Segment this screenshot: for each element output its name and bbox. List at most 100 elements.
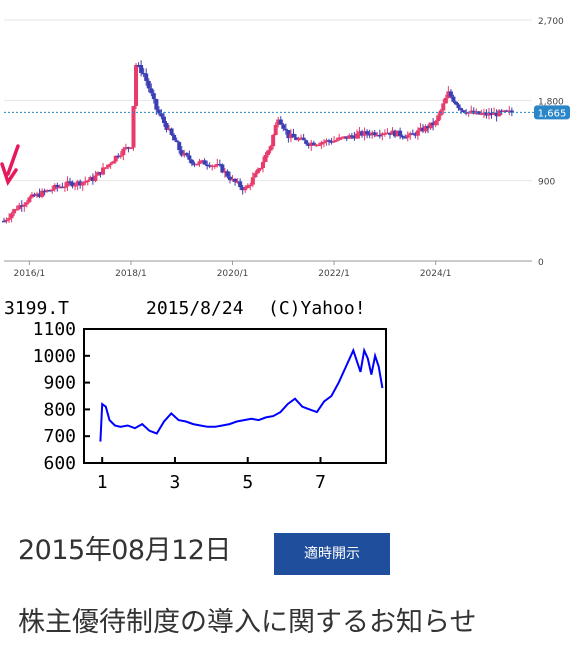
candle-body [263, 154, 268, 162]
x-tick-label: 5 [242, 472, 253, 493]
candle-body [134, 65, 139, 107]
candle-body [349, 135, 354, 137]
candle-body [443, 97, 448, 104]
candle-body [200, 160, 205, 162]
candle-body [159, 113, 164, 117]
candle-body [281, 124, 286, 129]
candle-body [380, 133, 385, 136]
candle-body [248, 184, 253, 187]
candle-body [288, 133, 293, 139]
candle-body [294, 137, 299, 140]
candle-body [497, 110, 502, 117]
candle-body [258, 167, 263, 170]
candle-body [90, 177, 95, 182]
candle-body [253, 173, 258, 178]
candle-body [78, 181, 83, 186]
candle-body [489, 112, 494, 115]
candle-body [428, 122, 433, 129]
candle-body [225, 171, 230, 177]
candle-body [126, 147, 131, 149]
candle-body [271, 135, 276, 147]
candle-body [365, 131, 370, 134]
candle-body [4, 219, 9, 222]
candle-body [261, 161, 265, 168]
candle-body [2, 220, 6, 223]
candle-body [222, 171, 227, 173]
candle-body [306, 143, 311, 146]
y-tick-label: 600 [43, 453, 76, 474]
candle-body [377, 134, 382, 137]
candle-body [118, 155, 123, 157]
candle-body [370, 132, 375, 136]
y-tick-label: 1000 [33, 346, 76, 367]
candle-body [217, 163, 222, 166]
chart1-axis-labels: 2,700 1,800 900 0 2016/1 2018/1 2020/1 2022/1 20… [14, 17, 564, 279]
disclosure-badge[interactable]: 適時開示 [274, 533, 390, 575]
candle-body [128, 147, 133, 150]
candle-body [45, 190, 50, 192]
candle-body [220, 164, 225, 173]
chart1-gridlines [4, 19, 532, 265]
candle-body [98, 172, 103, 175]
y-tick-label: 900 [538, 178, 555, 188]
candle-body [268, 146, 273, 151]
candle-body [161, 116, 166, 123]
candle-body [106, 164, 111, 168]
candle-body [68, 181, 73, 183]
candle-body [136, 65, 141, 67]
candle-body [95, 172, 100, 176]
arrow-marker-icon [0, 144, 20, 186]
candle-body [352, 136, 357, 139]
candle-body [266, 150, 271, 155]
x-tick-label: 2020/1 [217, 269, 249, 279]
candle-body [227, 176, 232, 181]
candle-body [139, 65, 144, 73]
candle-body [123, 147, 128, 149]
candle-body [57, 186, 62, 189]
candle-body [316, 144, 321, 147]
candle-body [88, 177, 93, 181]
candle-body [420, 127, 425, 132]
chart1-candles [2, 60, 514, 224]
candle-body [339, 137, 344, 139]
candle-body [451, 96, 456, 102]
candle-body [187, 155, 192, 160]
candle-body [149, 88, 154, 94]
chart2-price-line [99, 346, 384, 442]
candle-body [423, 126, 428, 132]
news-headline[interactable]: 株主優待制度の導入に関するお知らせ [18, 607, 477, 638]
candle-body [174, 140, 179, 143]
candle-body [27, 197, 32, 203]
candle-body [507, 110, 512, 112]
candle-body [50, 189, 55, 191]
candle-body [144, 73, 149, 81]
candle-body [387, 132, 392, 135]
candle-body [35, 193, 40, 197]
candle-body [304, 140, 309, 144]
candle-body [210, 165, 215, 168]
candle-body [212, 165, 217, 168]
candle-body [464, 112, 469, 114]
candle-body [362, 131, 367, 136]
candle-body [438, 110, 443, 116]
current-price-group: 1,665 [4, 105, 570, 120]
candle-body [415, 130, 420, 136]
y-tick-label: 900 [43, 373, 76, 394]
candle-body [431, 122, 436, 126]
candle-body [103, 167, 108, 169]
candle-body [65, 181, 70, 187]
candle-body [24, 202, 29, 205]
candle-body [448, 91, 453, 97]
candle-body [385, 132, 390, 135]
candle-body [504, 110, 509, 112]
chart2-copyright: (C)Yahoo! [268, 298, 366, 319]
candle-body [32, 194, 37, 197]
x-tick-label: 2024/1 [420, 269, 452, 279]
x-tick-label: 2018/1 [115, 269, 147, 279]
candle-body [22, 204, 27, 207]
candle-body [240, 187, 245, 191]
candle-body [390, 130, 395, 135]
candle-body [243, 188, 248, 191]
candle-body [194, 163, 199, 166]
candle-body [418, 127, 423, 131]
